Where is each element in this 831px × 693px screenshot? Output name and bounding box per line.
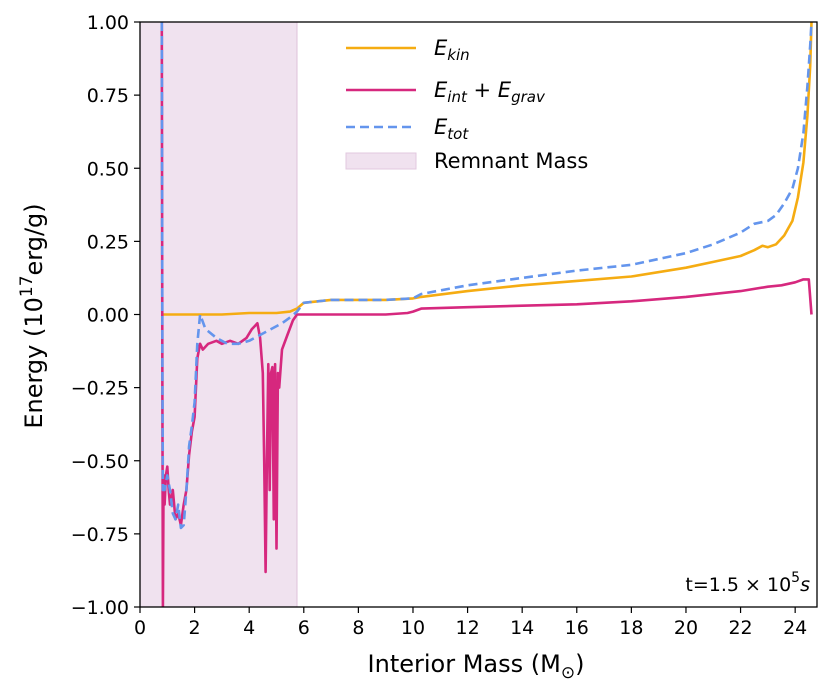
y-tick-label: 0.00 bbox=[87, 305, 129, 327]
x-tick-label: 18 bbox=[619, 617, 643, 639]
y-tick-label: −0.75 bbox=[71, 524, 129, 546]
y-tick-label: −0.25 bbox=[71, 378, 129, 400]
x-tick-label: 6 bbox=[298, 617, 310, 639]
x-tick-label: 12 bbox=[455, 617, 479, 639]
legend: Ekin Eint + Egrav Etot Remnant Mass bbox=[345, 36, 588, 173]
legend-label-remnant-mass: Remnant Mass bbox=[434, 149, 588, 173]
series-layer bbox=[160, 22, 813, 607]
y-axis-label: Energy (1017erg/g) bbox=[17, 203, 48, 428]
x-tick-label: 0 bbox=[134, 617, 146, 639]
x-tick-label: 20 bbox=[674, 617, 698, 639]
y-tick-label: −1.00 bbox=[71, 597, 129, 619]
x-tick-label: 8 bbox=[352, 617, 364, 639]
y-tick-label: 0.50 bbox=[87, 158, 129, 180]
y-tick-label: 0.75 bbox=[87, 85, 129, 107]
ticks-layer: 0 2 4 6 8 10 12 14 16 18 20 22 24−1.00−0.75−0.50−0.2… bbox=[71, 12, 807, 639]
legend-label-e-kin: Ekin bbox=[434, 36, 470, 64]
x-tick-label: 10 bbox=[401, 617, 425, 639]
x-tick-label: 14 bbox=[510, 617, 534, 639]
time-annotation: t=1.5 × 105s bbox=[685, 570, 810, 596]
y-axis-label-superscript: 17 bbox=[17, 275, 37, 297]
legend-label-e-tot: Etot bbox=[434, 115, 469, 143]
x-tick-label: 24 bbox=[783, 617, 807, 639]
x-tick-label: 4 bbox=[243, 617, 255, 639]
series-line-e-kin bbox=[163, 22, 813, 316]
legend-swatch-remnant-mass bbox=[345, 152, 417, 170]
x-tick-label: 22 bbox=[728, 617, 752, 639]
plot-area bbox=[140, 22, 817, 607]
y-tick-label: 1.00 bbox=[87, 12, 129, 34]
y-tick-label: 0.25 bbox=[87, 231, 129, 253]
y-tick-label: −0.50 bbox=[71, 451, 129, 473]
x-tick-label: 2 bbox=[189, 617, 201, 639]
x-tick-label: 16 bbox=[565, 617, 589, 639]
x-axis-label-subscript: ⊙ bbox=[561, 663, 575, 683]
x-axis-label: Interior Mass (M⊙) bbox=[368, 650, 585, 683]
legend-label-e-int-e-grav: Eint + Egrav bbox=[434, 78, 546, 106]
